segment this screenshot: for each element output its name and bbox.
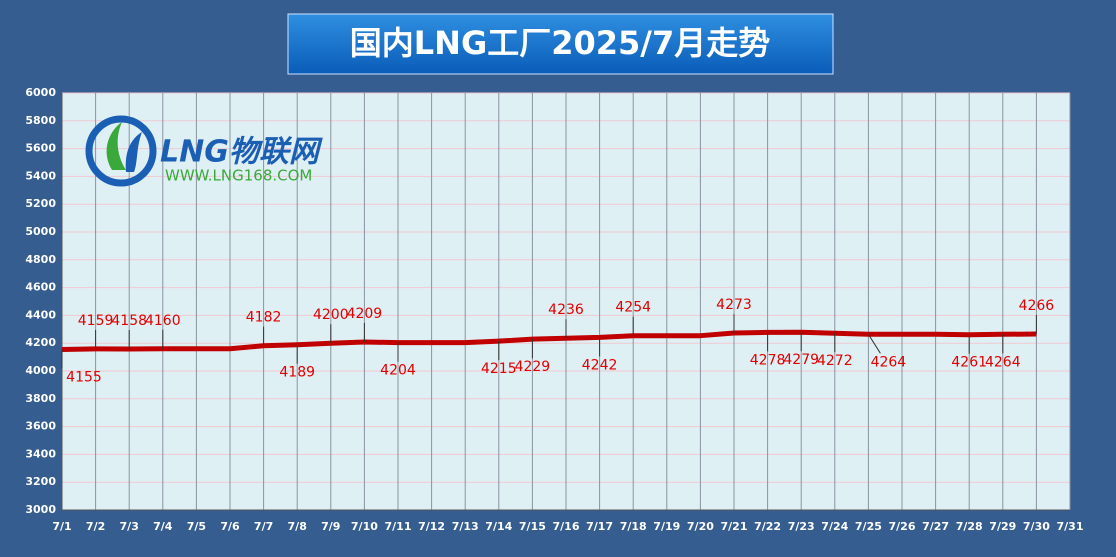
x-tick-label: 7/14: [485, 520, 512, 533]
logo-name: LNG物联网: [160, 135, 323, 170]
x-tick-label: 7/4: [153, 520, 173, 533]
x-tick-label: 7/7: [254, 520, 273, 533]
value-label: 4182: [246, 310, 282, 326]
value-label: 4155: [66, 369, 102, 385]
y-tick-label: 4400: [25, 308, 56, 321]
y-tick-label: 5000: [25, 225, 56, 238]
y-tick-label: 4600: [25, 281, 56, 294]
value-label: 4264: [985, 354, 1021, 370]
logo-leaf: [125, 132, 142, 172]
y-tick-label: 3200: [25, 475, 56, 488]
value-label: 4189: [279, 365, 315, 381]
x-tick-label: 7/5: [187, 520, 206, 533]
logo-url: WWW.LNG168.COM: [165, 167, 312, 185]
value-label: 4242: [582, 357, 618, 373]
x-tick-label: 7/8: [288, 520, 307, 533]
value-label: 4272: [817, 353, 853, 369]
value-label: 4273: [716, 297, 752, 313]
x-tick-label: 7/16: [553, 520, 580, 533]
logo-ring: [85, 115, 157, 187]
y-tick-label: 5800: [25, 114, 56, 127]
x-tick-label: 7/28: [956, 520, 983, 533]
x-tick-label: 7/17: [586, 520, 613, 533]
value-label: 4204: [380, 363, 416, 379]
x-tick-label: 7/25: [855, 520, 882, 533]
y-tick-label: 5600: [25, 142, 56, 155]
y-tick-label: 3800: [25, 392, 56, 405]
y-tick-label: 3000: [25, 503, 56, 516]
x-tick-label: 7/18: [620, 520, 647, 533]
value-label: 4229: [515, 359, 551, 375]
y-tick-label: 6000: [25, 86, 56, 99]
x-tick-label: 7/20: [687, 520, 714, 533]
x-tick-label: 7/10: [351, 520, 378, 533]
x-tick-label: 7/26: [889, 520, 916, 533]
x-tick-label: 7/11: [385, 520, 412, 533]
logo-leaf: [106, 122, 126, 170]
x-tick-label: 7/30: [1023, 520, 1050, 533]
value-label: 4278: [750, 352, 786, 368]
x-tick-label: 7/27: [922, 520, 949, 533]
x-tick-label: 7/12: [418, 520, 445, 533]
value-label: 4279: [783, 352, 819, 368]
y-tick-label: 5400: [25, 169, 56, 182]
title-box: [287, 13, 834, 75]
x-tick-label: 7/9: [321, 520, 340, 533]
value-label: 4209: [347, 306, 383, 322]
value-label: 4236: [548, 302, 584, 318]
value-label: 4264: [871, 354, 907, 370]
y-tick-label: 3600: [25, 420, 56, 433]
value-label: 4266: [1019, 298, 1055, 314]
y-tick-label: 4800: [25, 253, 56, 266]
x-tick-label: 7/31: [1057, 520, 1084, 533]
y-tick-label: 5200: [25, 197, 56, 210]
x-tick-label: 7/2: [86, 520, 105, 533]
x-tick-label: 7/1: [52, 520, 71, 533]
value-label: 4215: [481, 361, 517, 377]
y-tick-label: 4200: [25, 336, 56, 349]
x-tick-label: 7/19: [653, 520, 680, 533]
x-tick-label: 7/6: [220, 520, 240, 533]
value-label: 4160: [145, 313, 181, 329]
x-tick-label: 7/23: [788, 520, 815, 533]
x-tick-label: 7/29: [989, 520, 1016, 533]
y-tick-label: 3400: [25, 447, 56, 460]
x-tick-label: 7/22: [754, 520, 781, 533]
x-tick-label: 7/3: [120, 520, 139, 533]
leader-line: [867, 334, 881, 354]
series-line: [61, 329, 1037, 352]
y-tick-label: 4000: [25, 364, 56, 377]
x-tick-label: 7/21: [721, 520, 748, 533]
value-label: 4200: [313, 307, 349, 323]
chart-title: 国内LNG工厂2025/7月走势: [350, 24, 770, 62]
value-label: 4254: [615, 300, 651, 316]
x-tick-label: 7/15: [519, 520, 546, 533]
logo: LNG物联网 WWW.LNG168.COM: [85, 115, 323, 187]
x-tick-label: 7/24: [821, 520, 848, 533]
x-tick-label: 7/13: [452, 520, 479, 533]
value-label: 4158: [111, 313, 147, 329]
value-label: 4159: [78, 313, 114, 329]
value-label: 4261: [951, 355, 987, 371]
